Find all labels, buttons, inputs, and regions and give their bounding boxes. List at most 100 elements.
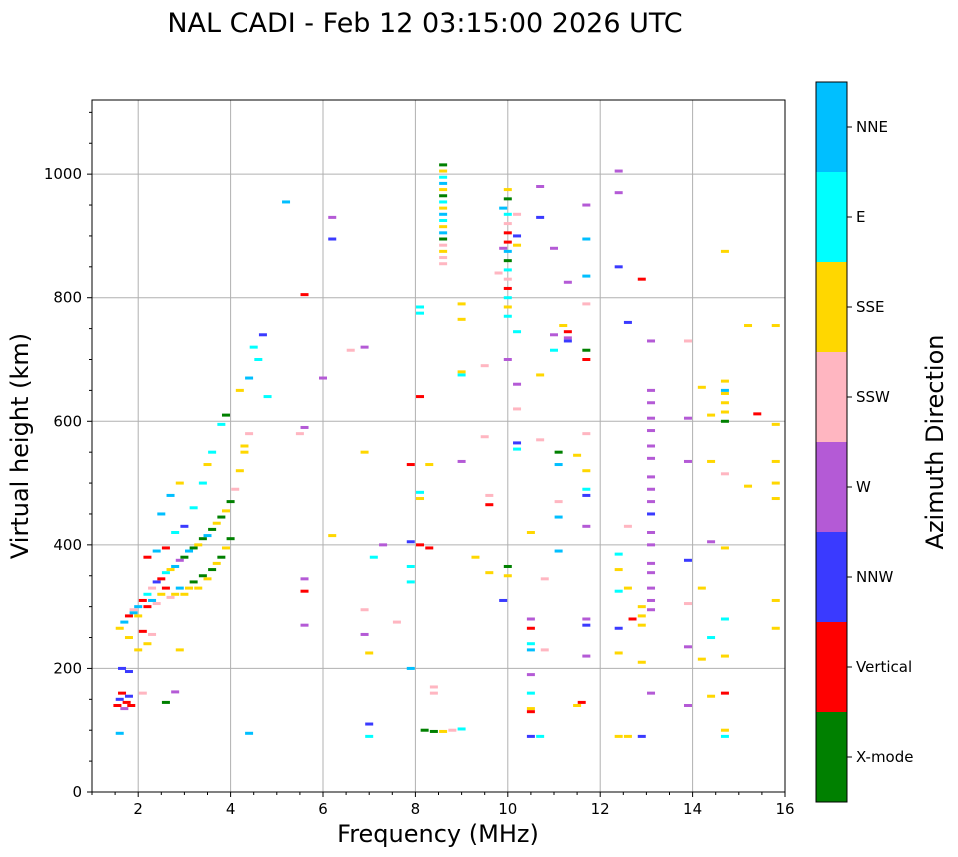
echo-point: [526, 531, 535, 534]
echo-point: [212, 561, 221, 565]
echo-point: [208, 450, 217, 454]
echo-point: [720, 410, 729, 414]
echo-point: [720, 654, 729, 658]
echo-point: [614, 626, 623, 630]
echo-point: [392, 620, 401, 624]
echo-point: [526, 648, 535, 652]
echo-point: [614, 265, 623, 269]
echo-point: [499, 246, 508, 250]
echo-point: [406, 666, 415, 670]
echo-point: [439, 163, 448, 167]
echo-point: [503, 197, 512, 201]
echo-point: [637, 734, 646, 738]
echo-point: [647, 429, 656, 433]
echo-point: [683, 645, 692, 649]
echo-point: [637, 277, 646, 281]
echo-point: [720, 546, 729, 550]
echo-point: [134, 648, 143, 652]
echo-point: [180, 524, 189, 528]
echo-point: [683, 704, 692, 707]
echo-point: [249, 345, 258, 349]
echo-point: [212, 521, 221, 525]
echo-point: [647, 561, 656, 565]
echo-point: [189, 546, 198, 550]
y-tick-label: 400: [53, 536, 82, 554]
colorbar-segment: [816, 532, 847, 622]
echo-point: [707, 540, 716, 544]
echo-point: [707, 694, 716, 698]
echo-point: [457, 370, 466, 374]
echo-point: [258, 333, 267, 337]
echo-point: [647, 586, 656, 590]
y-tick-label: 600: [53, 412, 82, 430]
x-tick-label: 2: [133, 800, 143, 818]
echo-point: [226, 500, 235, 504]
echo-point: [526, 691, 535, 695]
echo-point: [328, 237, 337, 241]
echo-point: [175, 586, 184, 590]
echo-point: [614, 191, 623, 195]
echo-point: [429, 729, 438, 733]
echo-point: [720, 379, 729, 383]
x-tick-label: 6: [318, 800, 328, 818]
echo-point: [485, 571, 494, 575]
echo-point: [365, 734, 374, 738]
echo-point: [720, 728, 729, 732]
echo-point: [180, 555, 189, 559]
echo-point: [360, 608, 369, 612]
colorbar-tick-label: W: [856, 478, 871, 496]
echo-point: [152, 602, 161, 606]
colorbar-tick-label: SSE: [856, 298, 885, 316]
echo-point: [513, 234, 522, 238]
echo-point: [124, 614, 133, 618]
echo-point: [406, 463, 415, 467]
echo-point: [118, 691, 127, 695]
echo-point: [614, 568, 623, 572]
echo-point: [480, 364, 489, 368]
echo-point: [614, 169, 623, 173]
echo-point: [554, 549, 563, 553]
echo-point: [416, 311, 425, 315]
echo-point: [582, 493, 591, 497]
echo-point: [245, 432, 254, 436]
echo-point: [647, 416, 656, 420]
echo-point: [439, 249, 448, 253]
echo-point: [439, 200, 448, 204]
echo-point: [720, 419, 729, 423]
echo-point: [647, 571, 656, 575]
echo-point: [180, 592, 189, 596]
echo-point: [360, 345, 369, 349]
echo-point: [550, 333, 558, 337]
echo-point: [360, 632, 369, 636]
echo-point: [720, 472, 729, 476]
echo-point: [240, 450, 249, 454]
y-tick-label: 0: [72, 783, 82, 801]
echo-point: [647, 691, 656, 695]
echo-point: [203, 577, 212, 581]
echo-point: [536, 734, 545, 738]
echo-point: [582, 274, 591, 278]
echo-point: [217, 555, 226, 559]
echo-point: [208, 527, 217, 531]
echo-point: [157, 577, 166, 581]
echo-point: [503, 358, 512, 361]
colorbar-tick-label: NNE: [856, 118, 888, 136]
echo-point: [720, 401, 729, 405]
echo-point: [637, 614, 646, 618]
echo-point: [448, 728, 457, 732]
echo-point: [439, 206, 448, 210]
echo-point: [208, 568, 217, 572]
echo-point: [614, 589, 623, 593]
echo-point: [406, 580, 415, 584]
echo-point: [499, 206, 508, 210]
echo-point: [623, 320, 632, 324]
echo-point: [623, 586, 632, 590]
echo-point: [637, 660, 646, 664]
echo-point: [439, 225, 448, 229]
echo-point: [647, 531, 656, 534]
echo-point: [263, 395, 272, 399]
echo-point: [513, 212, 522, 216]
echo-point: [439, 181, 448, 185]
echo-point: [300, 293, 309, 297]
echo-point: [647, 598, 656, 602]
